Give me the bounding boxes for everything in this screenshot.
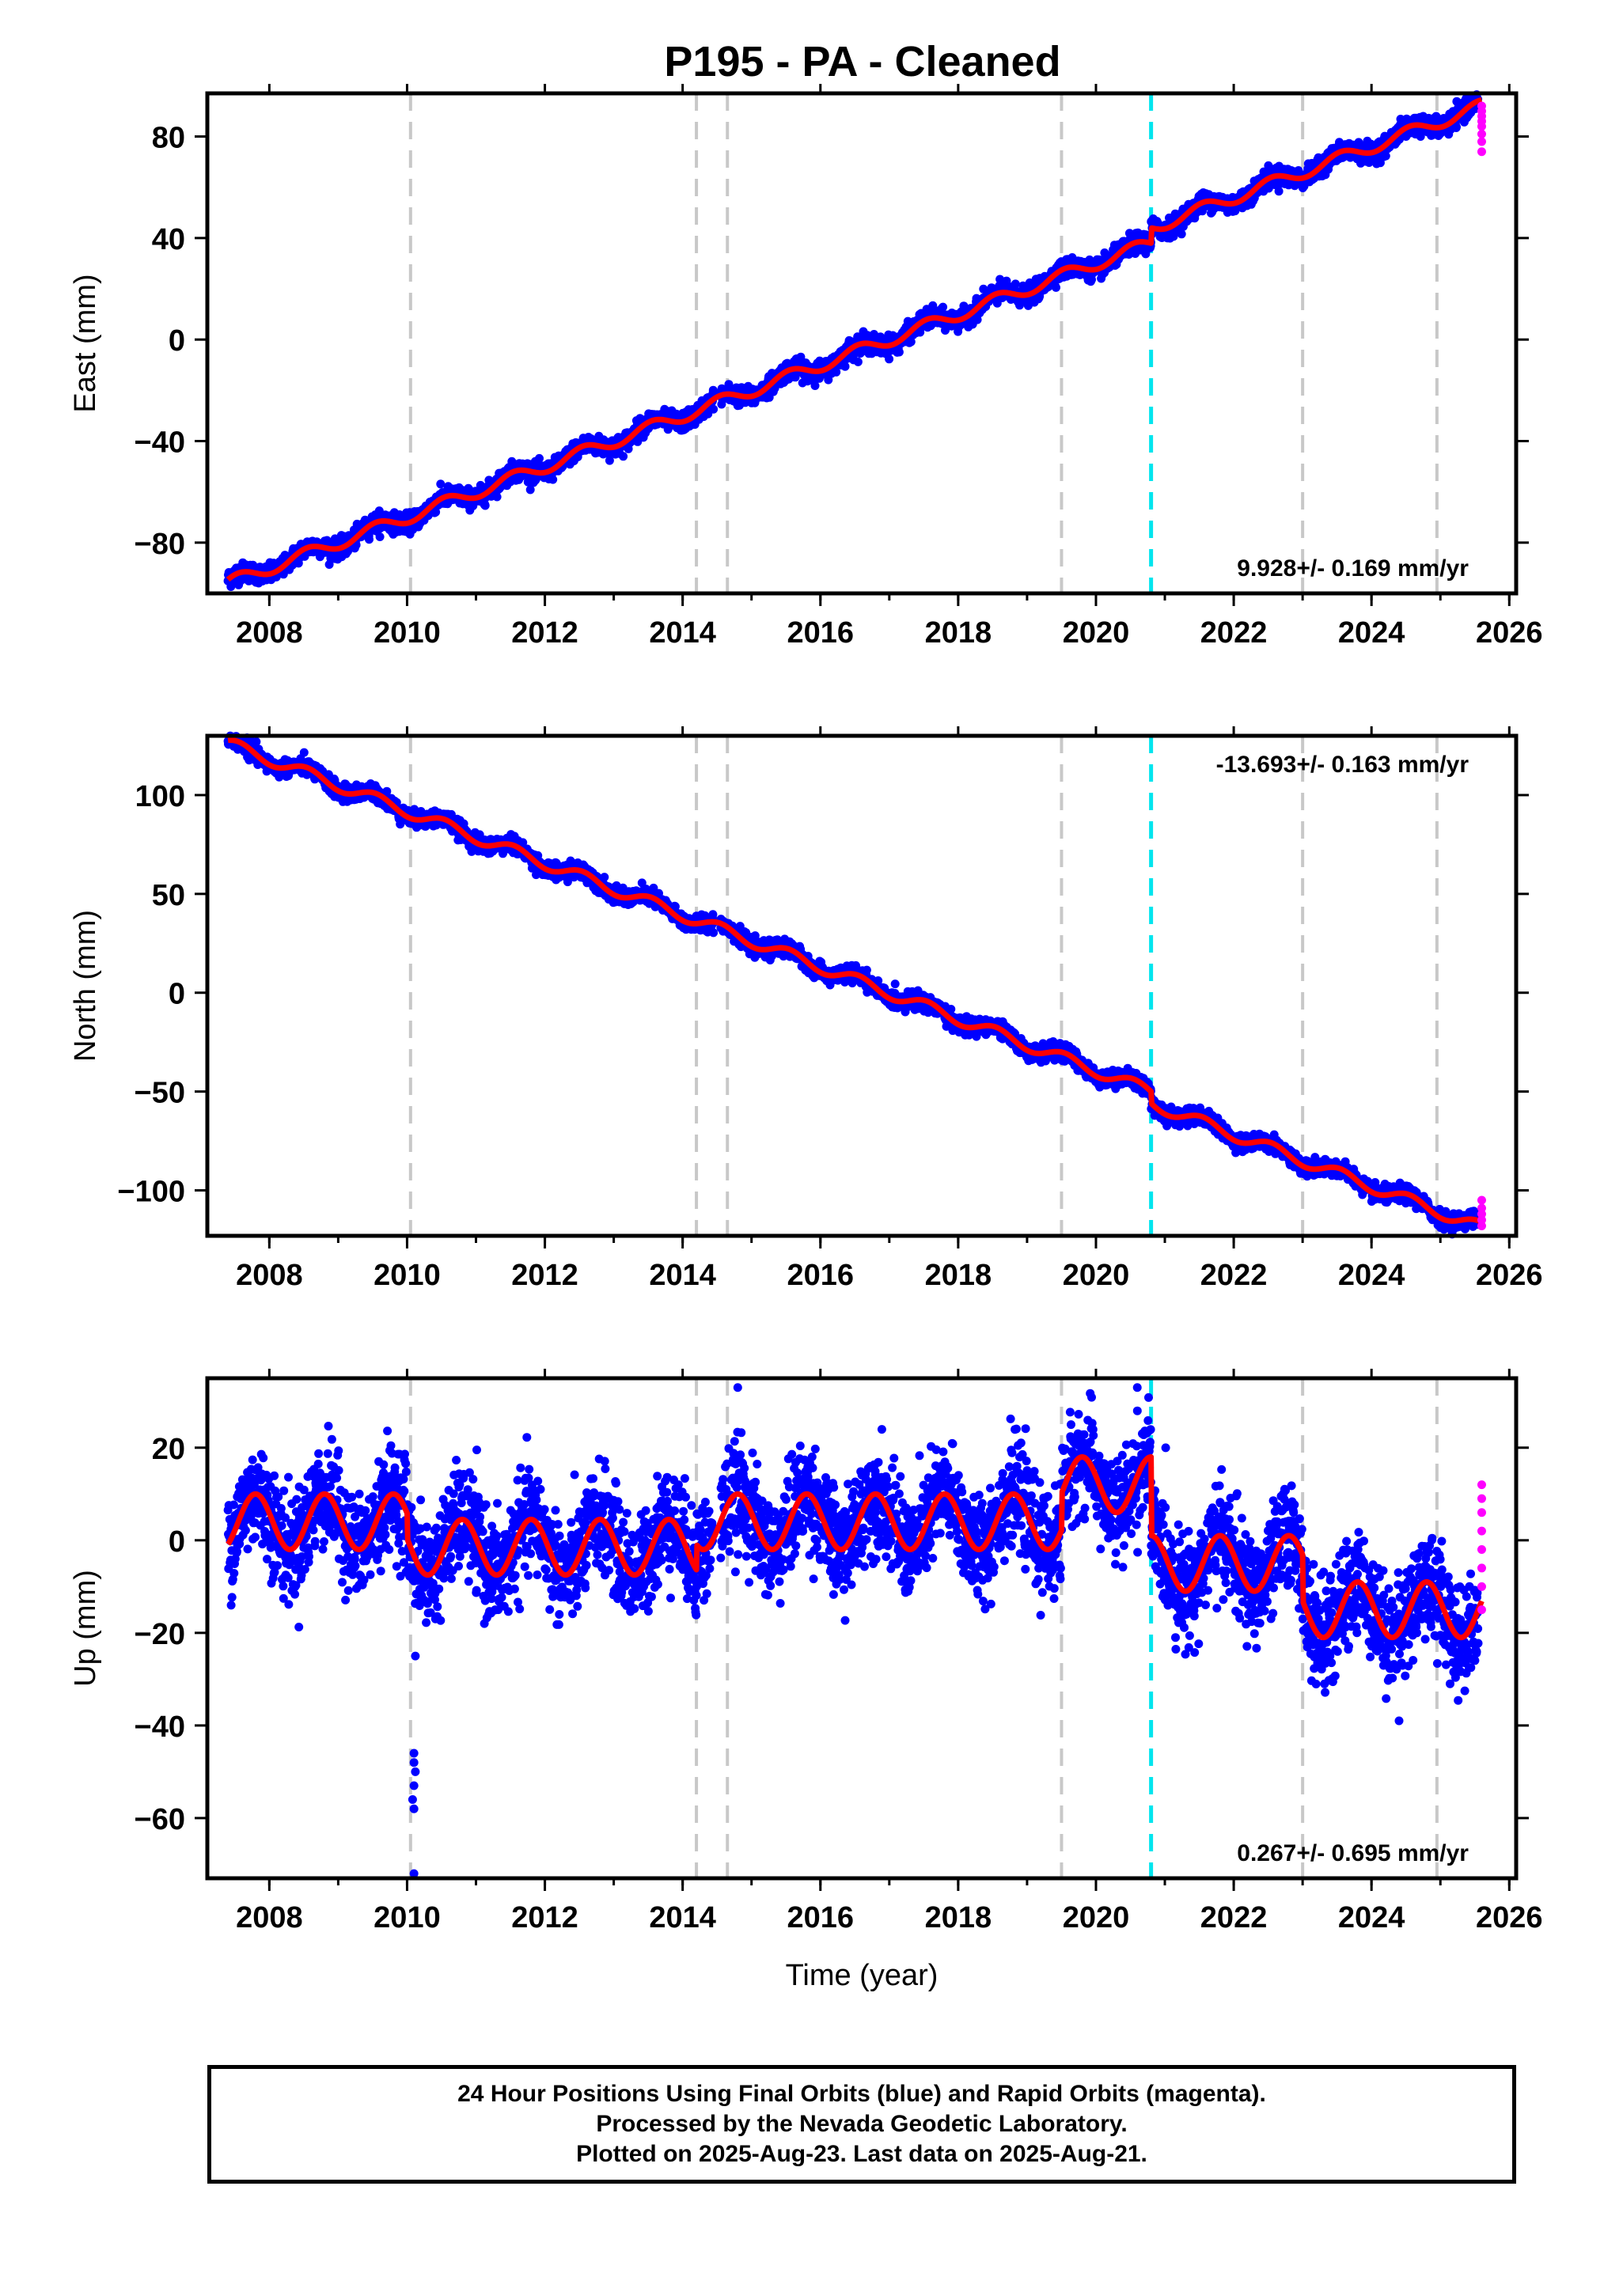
rapid-orbit-point — [1477, 147, 1486, 157]
figure-title: P195 - PA - Cleaned — [664, 38, 1060, 85]
data-point — [709, 404, 719, 414]
x-tick-label: 2016 — [787, 616, 854, 650]
x-tick-label: 2008 — [236, 616, 303, 650]
data-point — [840, 362, 850, 371]
data-point — [252, 737, 261, 746]
rapid-orbit-point — [1477, 101, 1486, 111]
data-point — [375, 532, 385, 541]
data-point — [853, 357, 863, 366]
y-tick-label: −80 — [135, 528, 185, 561]
data-point — [939, 302, 948, 312]
panel-1: 2008 2010 2012 2014 2016 2018 2020 2022 2024 2026… — [69, 84, 1543, 650]
final-orbit-points — [223, 90, 1483, 591]
data-point — [619, 452, 628, 461]
y-tick-label: 80 — [152, 122, 185, 155]
data-point — [436, 479, 446, 489]
data-point — [535, 453, 544, 463]
data-point — [480, 501, 490, 510]
data-point — [1274, 187, 1284, 196]
data-point — [1052, 282, 1060, 292]
x-tick-label: 2024 — [1338, 616, 1405, 650]
x-tick-label: 2018 — [925, 616, 992, 650]
data-point — [1177, 229, 1186, 239]
x-tick-label: 2020 — [1063, 616, 1130, 650]
data-point — [365, 535, 374, 544]
data-point — [708, 385, 718, 395]
data-point — [1381, 151, 1390, 161]
data-point — [299, 748, 309, 757]
velocity-annotation: 9.928+/- 0.169 mm/yr — [1237, 555, 1469, 582]
y-axis-label: East (mm) — [69, 274, 102, 412]
y-tick-label: 40 — [152, 223, 185, 256]
panel-2: 2008 2010 2012 2014 2016 2018 2020 2022 2024 2026… — [69, 726, 1543, 1292]
x-tick-label: 2026 — [1476, 616, 1543, 650]
x-tick-label: 2014 — [649, 616, 716, 650]
y-tick-label: 0 — [169, 324, 185, 358]
data-point — [894, 347, 904, 357]
x-tick-label: 2012 — [511, 616, 578, 650]
rapid-orbit-point — [1477, 137, 1486, 146]
data-point — [885, 354, 894, 364]
y-tick-label: −40 — [135, 426, 185, 460]
rapid-orbit-point — [1477, 129, 1486, 138]
x-tick-label: 2010 — [374, 616, 441, 650]
x-tick-label: 2022 — [1200, 616, 1268, 650]
